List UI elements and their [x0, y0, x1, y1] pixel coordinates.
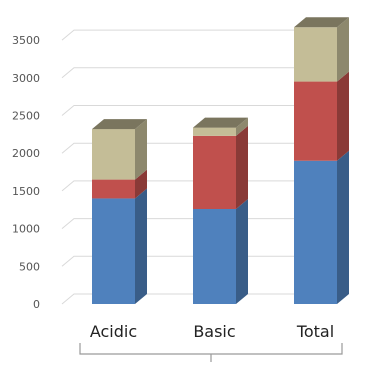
- gridline: [61, 293, 345, 305]
- bars: [92, 17, 349, 304]
- y-tick-label: 3000: [12, 72, 40, 85]
- gridline: [61, 142, 345, 154]
- bar-top: [193, 117, 248, 128]
- bar-side: [337, 71, 349, 161]
- gridline: [61, 105, 345, 116]
- bar-side: [135, 119, 147, 180]
- x-category-label: Acidic: [90, 322, 137, 341]
- bar-side: [236, 117, 248, 136]
- x-category-label: Basic: [193, 322, 235, 341]
- bar-segment: [92, 188, 147, 304]
- gridline: [61, 218, 345, 229]
- gridlines: [61, 29, 345, 305]
- bar-side: [337, 17, 349, 82]
- y-tick-label: 3500: [12, 34, 40, 47]
- bar-face: [294, 81, 337, 161]
- gridline: [61, 180, 345, 192]
- category-bracket: [79, 343, 343, 362]
- bar-side: [135, 169, 147, 199]
- x-category-label: Total: [296, 322, 334, 341]
- bar-segment: [92, 169, 147, 199]
- gridline: [61, 67, 345, 79]
- gridline: [61, 29, 345, 41]
- y-tick-label: 1000: [12, 223, 40, 236]
- x-axis-categories: Acidic Basic Total: [90, 322, 334, 341]
- bar-top: [92, 119, 147, 130]
- bar-face: [193, 208, 236, 304]
- bar-face: [294, 160, 337, 304]
- y-tick-label: 2500: [12, 110, 40, 123]
- bar-side: [337, 150, 349, 304]
- bar-top: [294, 17, 349, 28]
- y-axis-ticks: 0 500 1000 1500 2000 2500 3000 3500: [12, 34, 40, 311]
- bar-segment: [92, 119, 147, 180]
- gridline: [61, 255, 345, 267]
- bar-face: [92, 198, 135, 304]
- bar-segment: [193, 125, 248, 209]
- bar-segment: [193, 198, 248, 304]
- bar-segment: [193, 117, 248, 136]
- bar-segment: [294, 150, 349, 304]
- bar-face: [92, 129, 135, 180]
- bar-side: [135, 188, 147, 304]
- y-tick-label: 2000: [12, 147, 40, 160]
- bar-side: [236, 198, 248, 304]
- bar-face: [92, 179, 135, 199]
- bar-side: [236, 125, 248, 209]
- bar-segment: [294, 71, 349, 161]
- bar-face: [294, 27, 337, 82]
- bar-segment: [294, 17, 349, 82]
- y-tick-label: 500: [19, 260, 40, 273]
- bar-face: [193, 127, 236, 136]
- y-tick-label: 0: [33, 298, 40, 311]
- bar-face: [193, 135, 236, 209]
- y-tick-label: 1500: [12, 185, 40, 198]
